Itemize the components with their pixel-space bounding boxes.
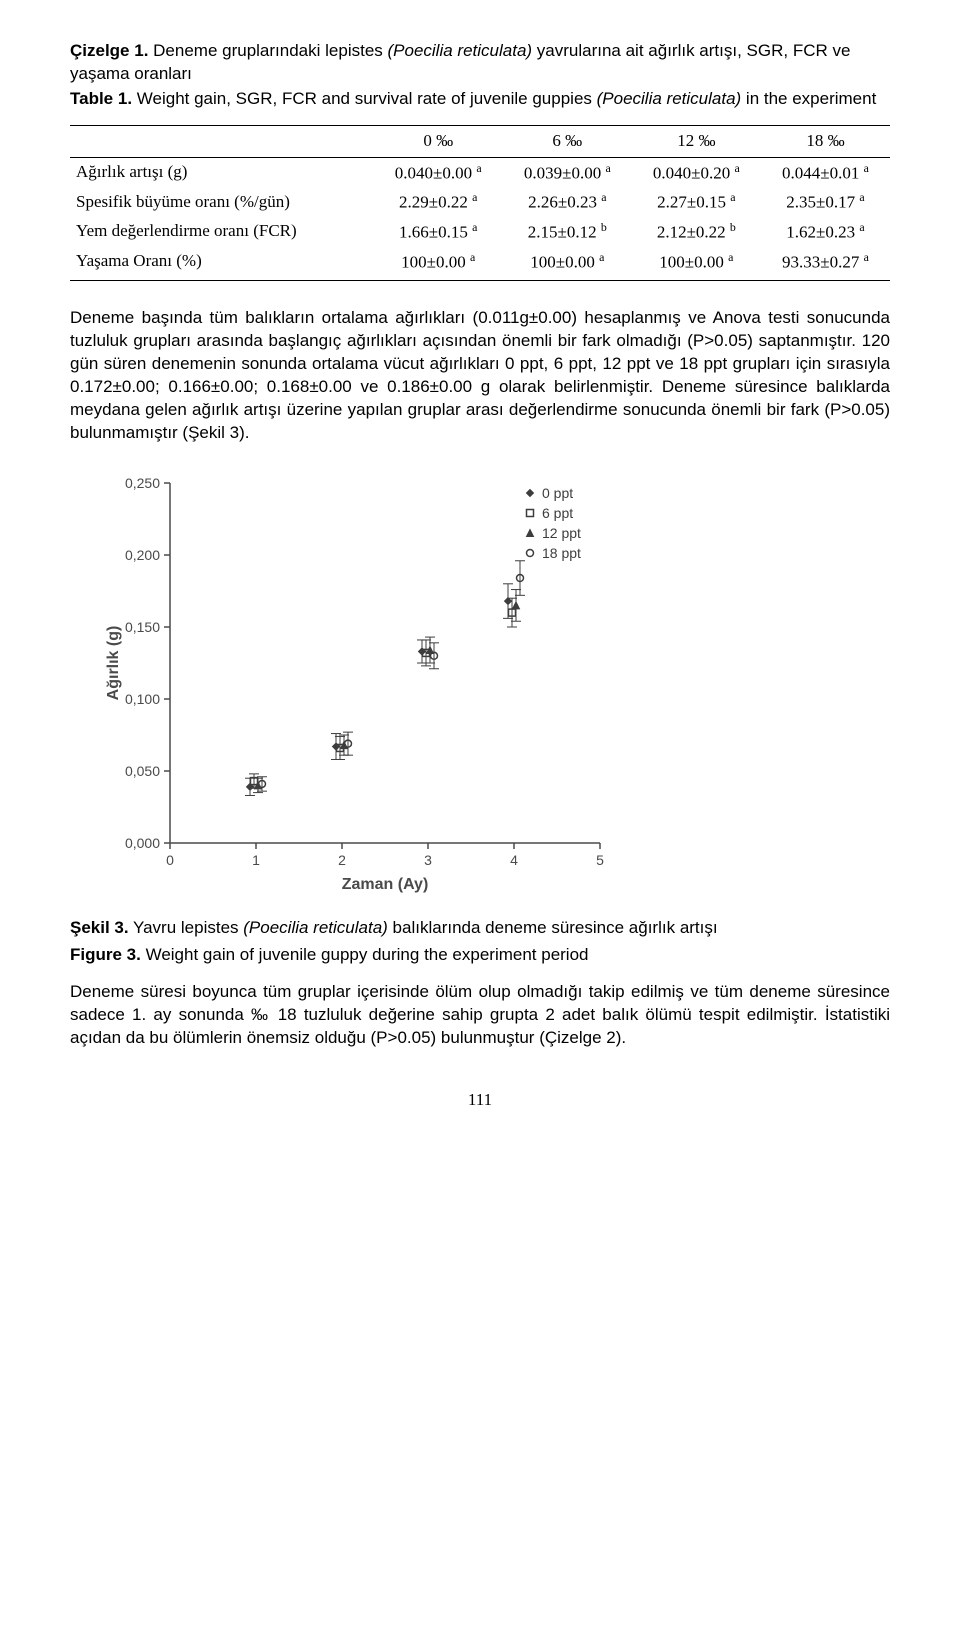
svg-text:0,050: 0,050 [125,763,160,779]
svg-text:0,000: 0,000 [125,835,160,851]
table-row: Spesifik büyüme oranı (%/gün)2.29±0.22 a… [70,187,890,217]
cizelge1-caption: Çizelge 1. Deneme gruplarındaki lepistes… [70,40,890,86]
chart-svg: 0,000 0,050 0,100 0,150 0,200 0,250 0 1 2 3 4 5 Ağır… [100,463,620,893]
th-0: 0 ‰ [374,125,503,157]
cell-value: 1.66±0.15 a [374,217,503,247]
svg-text:0,150: 0,150 [125,619,160,635]
th-12: 12 ‰ [632,125,761,157]
cell-value: 2.29±0.22 a [374,187,503,217]
svg-text:Ağırlık (g): Ağırlık (g) [105,625,122,700]
cell-value: 2.15±0.12 b [503,217,632,247]
svg-text:0,100: 0,100 [125,691,160,707]
row-label: Ağırlık artışı (g) [70,157,374,187]
svg-text:4: 4 [510,852,518,868]
th-18: 18 ‰ [761,125,890,157]
svg-text:18 ppt: 18 ppt [542,545,581,561]
cell-value: 2.12±0.22 b [632,217,761,247]
table-row: Yem değerlendirme oranı (FCR)1.66±0.15 a… [70,217,890,247]
row-label: Spesifik büyüme oranı (%/gün) [70,187,374,217]
svg-text:0: 0 [166,852,174,868]
svg-text:12 ppt: 12 ppt [542,525,581,541]
svg-text:2: 2 [338,852,346,868]
body-paragraph-2: Deneme süresi boyunca tüm gruplar içeris… [70,981,890,1050]
th-6: 6 ‰ [503,125,632,157]
cell-value: 93.33±0.27 a [761,247,890,281]
cell-value: 2.35±0.17 a [761,187,890,217]
table1-caption: Table 1. Weight gain, SGR, FCR and survi… [70,88,890,111]
svg-text:1: 1 [252,852,260,868]
row-label: Yem değerlendirme oranı (FCR) [70,217,374,247]
weight-gain-chart: 0,000 0,050 0,100 0,150 0,200 0,250 0 1 2 3 4 5 Ağır… [100,463,620,893]
data-table-1: 0 ‰ 6 ‰ 12 ‰ 18 ‰ Ağırlık artışı (g)0.04… [70,125,890,281]
svg-text:6 ppt: 6 ppt [542,505,573,521]
cell-value: 100±0.00 a [503,247,632,281]
cell-value: 0.040±0.00 a [374,157,503,187]
cell-value: 2.27±0.15 a [632,187,761,217]
table-row: Yaşama Oranı (%)100±0.00 a100±0.00 a100±… [70,247,890,281]
figure3-caption: Figure 3. Weight gain of juvenile guppy … [70,944,890,967]
cell-value: 0.040±0.20 a [632,157,761,187]
svg-text:0,250: 0,250 [125,475,160,491]
sekil3-caption: Şekil 3. Yavru lepistes (Poecilia reticu… [70,917,890,940]
row-label: Yaşama Oranı (%) [70,247,374,281]
cizelge1-label: Çizelge 1. [70,41,148,60]
svg-text:5: 5 [596,852,604,868]
svg-text:Zaman (Ay): Zaman (Ay) [342,876,429,893]
table-header-row: 0 ‰ 6 ‰ 12 ‰ 18 ‰ [70,125,890,157]
svg-text:3: 3 [424,852,432,868]
svg-text:0,200: 0,200 [125,547,160,563]
table-row: Ağırlık artışı (g)0.040±0.00 a0.039±0.00… [70,157,890,187]
cell-value: 0.044±0.01 a [761,157,890,187]
cell-value: 0.039±0.00 a [503,157,632,187]
page-number: 111 [70,1089,890,1112]
cell-value: 100±0.00 a [632,247,761,281]
cell-value: 2.26±0.23 a [503,187,632,217]
cell-value: 100±0.00 a [374,247,503,281]
figure3-label: Figure 3. [70,945,141,964]
svg-text:0 ppt: 0 ppt [542,485,573,501]
cell-value: 1.62±0.23 a [761,217,890,247]
body-paragraph-1: Deneme başında tüm balıkların ortalama a… [70,307,890,445]
sekil3-label: Şekil 3. [70,918,129,937]
th-blank [70,125,374,157]
table1-label: Table 1. [70,89,132,108]
